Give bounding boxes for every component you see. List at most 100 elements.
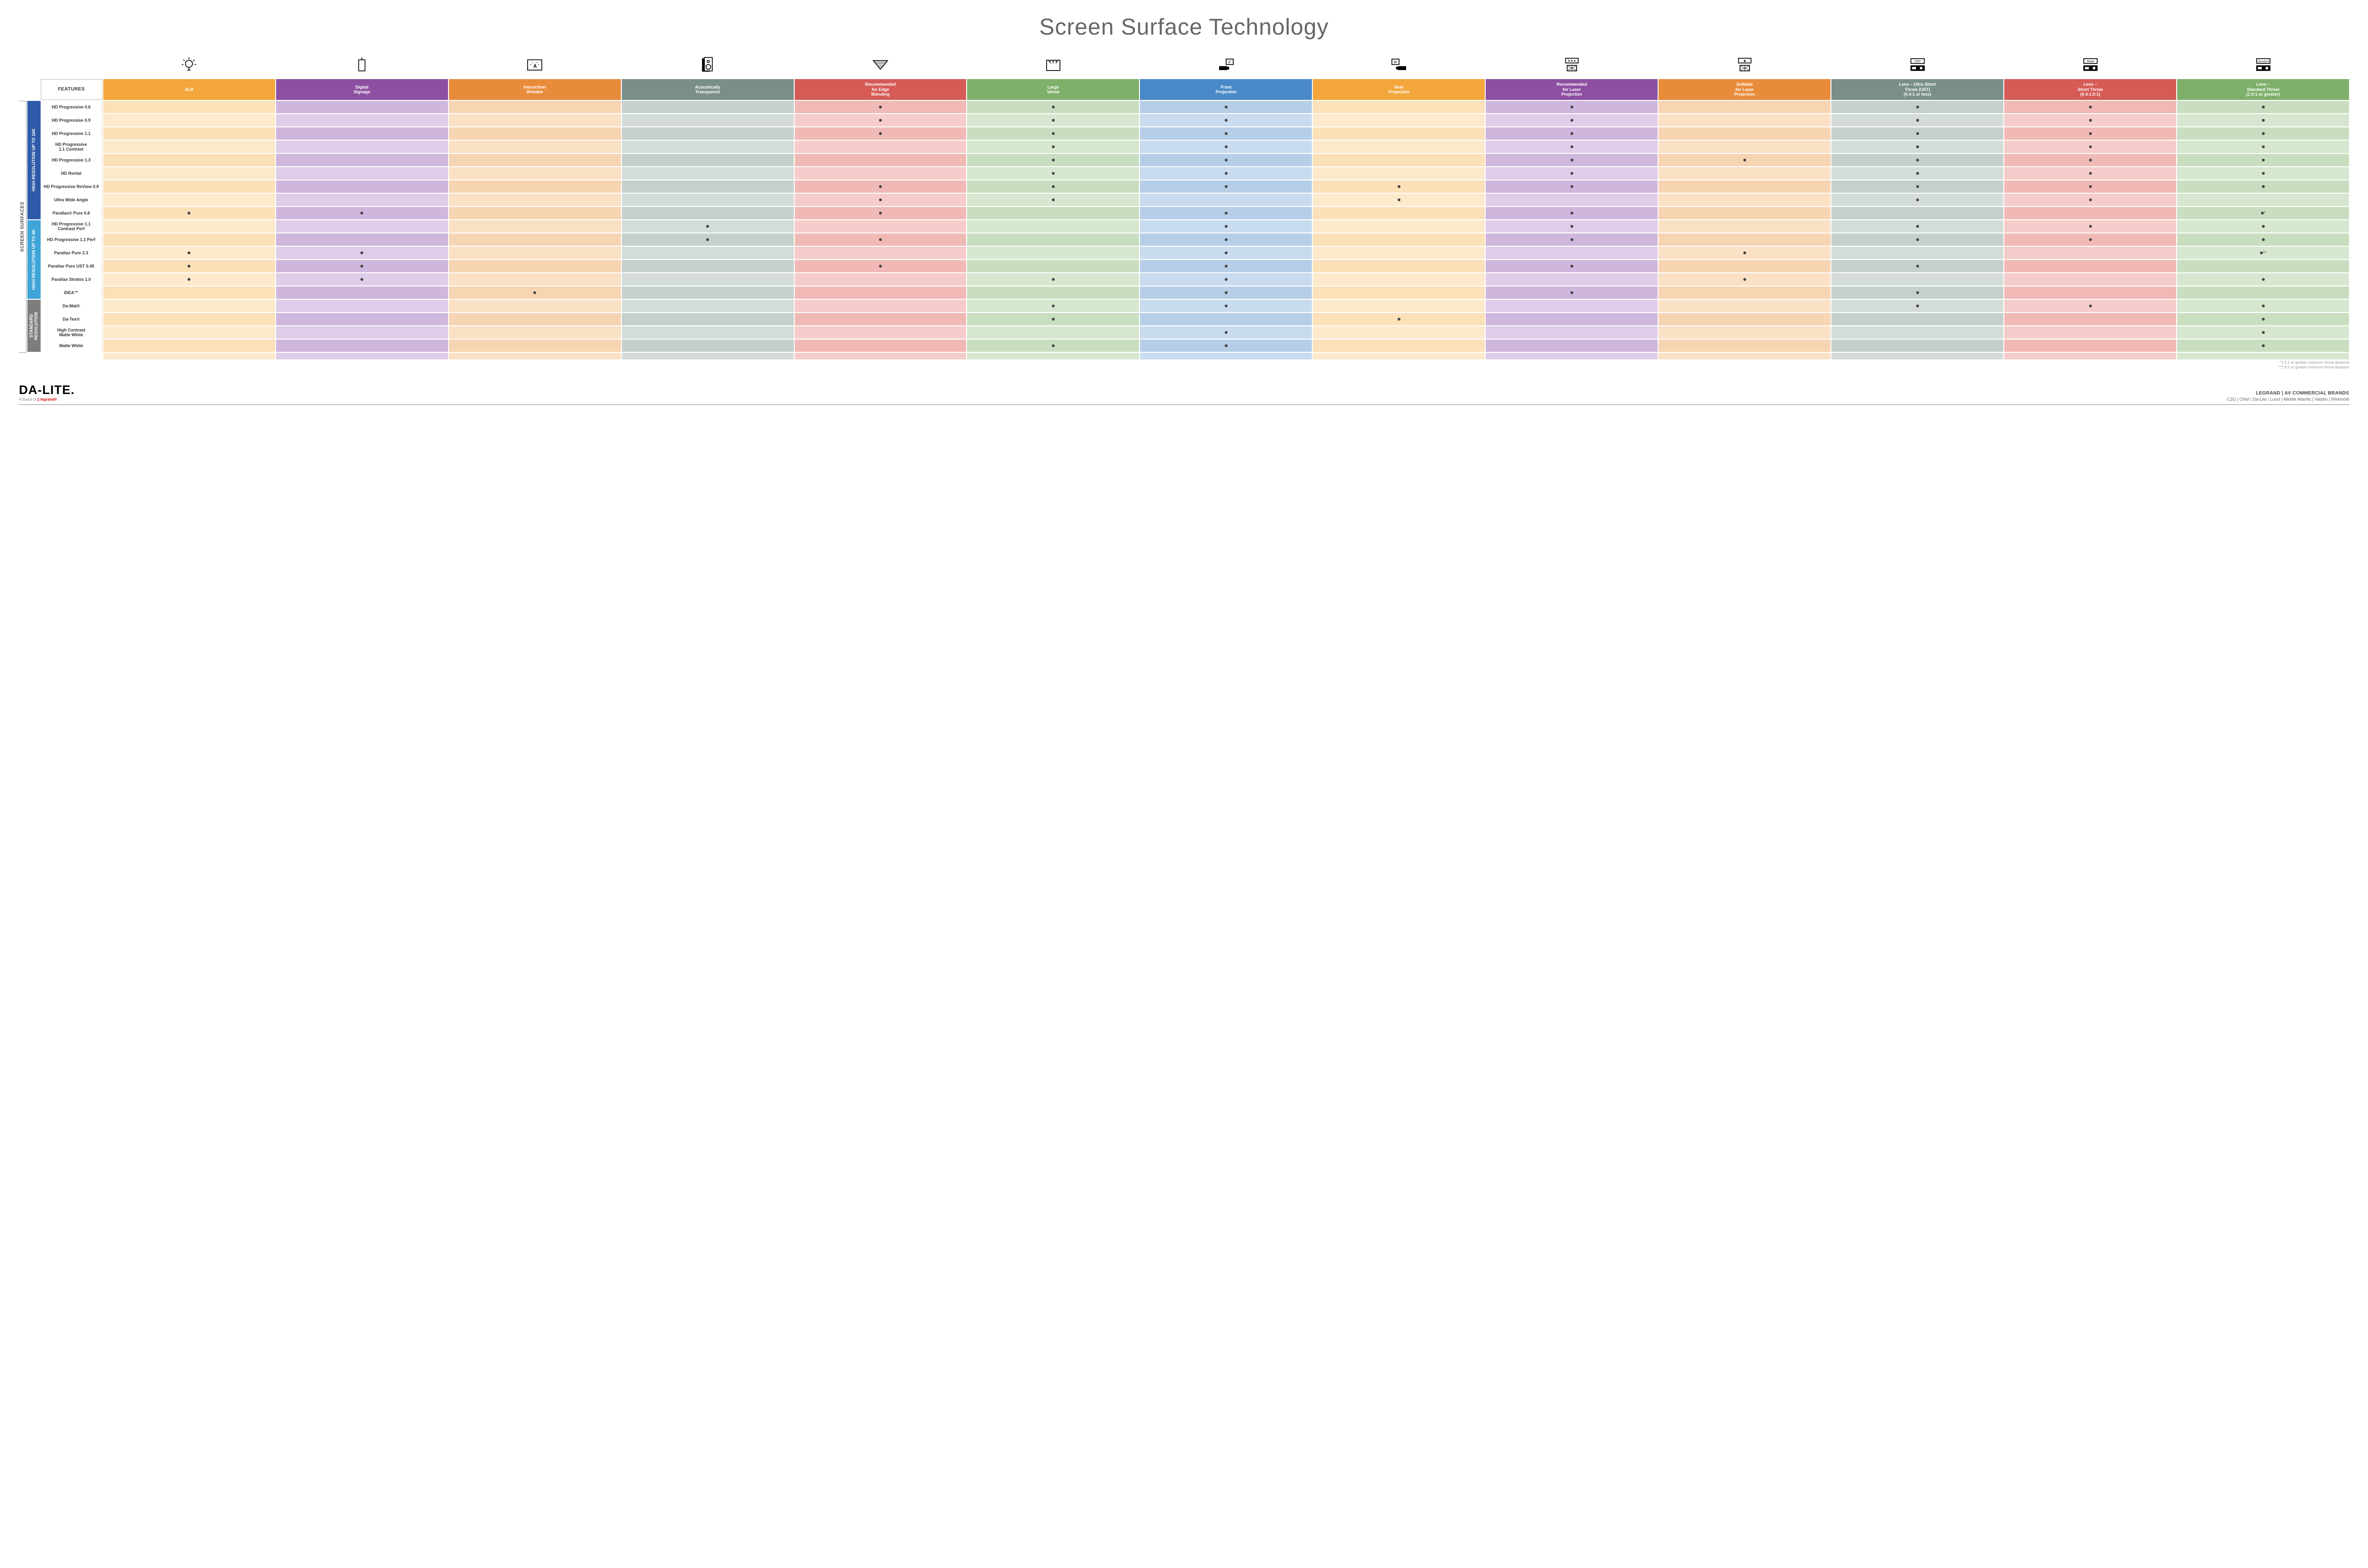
cell (2177, 194, 2349, 206)
cell (1831, 260, 2003, 272)
cell (2004, 273, 2176, 286)
cell (622, 260, 794, 272)
cell (1831, 313, 2003, 325)
table-row: Ultra Wide Angle (41, 194, 2349, 206)
cell (1659, 300, 1830, 312)
table-row: HD Rental (41, 167, 2349, 179)
cell (103, 141, 275, 153)
cell (103, 300, 275, 312)
row-label: Ultra Wide Angle (41, 194, 102, 206)
cell (795, 141, 967, 153)
table-row: IDEA™ (41, 287, 2349, 299)
brands-top: LEGRAND | AV COMMERCIAL BRANDS (2227, 391, 2349, 396)
cell (1659, 233, 1830, 246)
logo-sub-prefix: A brand of (19, 397, 37, 402)
cell (1140, 101, 1312, 113)
svg-text:★: ★ (1743, 58, 1746, 63)
venue-icon (967, 54, 1139, 76)
row-group: STANDARD RESOLUTION (27, 300, 41, 352)
col-header-st: Lens – Short Throw (0.4-1.0:1) (2004, 79, 2176, 100)
cell (622, 167, 794, 179)
footnote-2: **1.8:1 or greater minimum throw distanc… (41, 365, 2349, 370)
cell (1831, 273, 2003, 286)
standard-icon: Standard (2177, 54, 2349, 76)
cell (622, 127, 794, 140)
cell (1659, 154, 1830, 166)
cell (795, 260, 967, 272)
cell (795, 273, 967, 286)
cell (1313, 207, 1485, 219)
spacer-row (41, 353, 2349, 359)
rear-icon: R (1313, 54, 1485, 76)
ust-icon: UST (1831, 54, 2003, 76)
cell (1486, 300, 1658, 312)
svg-text:Standard: Standard (2258, 60, 2269, 63)
cell (1140, 167, 1312, 179)
cell (967, 114, 1139, 126)
cell (967, 154, 1139, 166)
brands: LEGRAND | AV COMMERCIAL BRANDS C2G | Chi… (2227, 391, 2349, 402)
cell (1486, 194, 1658, 206)
logo: DA-LITE. (19, 383, 75, 397)
features-header: FEATURES (41, 79, 102, 100)
cell (1486, 114, 1658, 126)
cell (449, 194, 621, 206)
cell (449, 207, 621, 219)
cell (1831, 220, 2003, 233)
cell (1486, 233, 1658, 246)
cell (1486, 260, 1658, 272)
row-label: HD Rental (41, 167, 102, 179)
cell (2177, 167, 2349, 179)
cell (1140, 220, 1312, 233)
cell (103, 247, 275, 259)
svg-text:★★★: ★★★ (1568, 59, 1576, 63)
cell (2004, 326, 2176, 339)
row-label: HD Progressive 1.3 (41, 154, 102, 166)
cell (795, 207, 967, 219)
side-outer-label: SCREEN SURFACES (19, 101, 27, 353)
row-label: HD Progressive 0.9 (41, 114, 102, 126)
cell (2004, 194, 2176, 206)
cell (622, 247, 794, 259)
cell (967, 313, 1139, 325)
cell (622, 154, 794, 166)
table-row: HD Progressive ReView 0.9 (41, 180, 2349, 193)
cell (967, 127, 1139, 140)
cell: * (2177, 207, 2349, 219)
cell (1831, 101, 2003, 113)
cell (1659, 114, 1830, 126)
touch-icon (449, 54, 621, 76)
col-header-rp: Rear Projection (1313, 79, 1485, 100)
cell (1831, 340, 2003, 352)
cell (103, 233, 275, 246)
cell (967, 207, 1139, 219)
cell (449, 233, 621, 246)
cell (2004, 300, 2176, 312)
header-row: FEATURESALRDigital SignageInteractive/ W… (41, 79, 2349, 100)
cell (1313, 260, 1485, 272)
cell (276, 207, 448, 219)
cell (1659, 101, 1830, 113)
table-row: Parallax Pure UST 0.45 (41, 260, 2349, 272)
table-row: HD Progressive 1.3 (41, 154, 2349, 166)
cell (1313, 247, 1485, 259)
cell (1140, 287, 1312, 299)
cell (1486, 313, 1658, 325)
svg-text:F: F (1229, 60, 1231, 64)
cell (795, 194, 967, 206)
cell (967, 273, 1139, 286)
col-header-alr: ALR (103, 79, 275, 100)
cell (2177, 273, 2349, 286)
cell (449, 326, 621, 339)
cell (449, 101, 621, 113)
cell (276, 326, 448, 339)
col-header-fp: Front Projection (1140, 79, 1312, 100)
svg-text:UST: UST (1914, 60, 1920, 63)
cell (449, 300, 621, 312)
cell (1313, 287, 1485, 299)
cell (1313, 326, 1485, 339)
row-label: HD Progressive 1.1 Contrast Perf (41, 220, 102, 233)
cell (1313, 114, 1485, 126)
cell (1313, 127, 1485, 140)
cell (1486, 340, 1658, 352)
